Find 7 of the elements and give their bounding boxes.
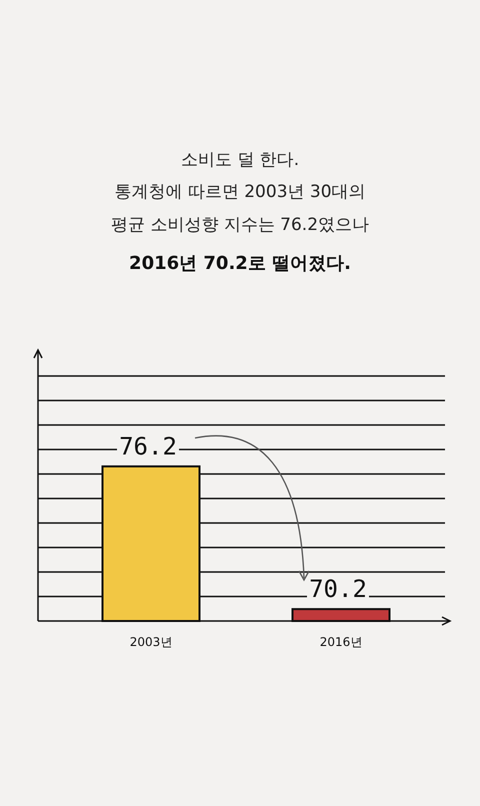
text: 2016년 70.2로 떨어졌다. [129,253,351,274]
chart-subtitle: 통계청에 따르면 2003년 30대의 평균 소비성향 지수는 76.2였으나 [110,182,370,235]
data-label: 70.2 [309,575,367,604]
chart-title: 소비도 덜 한다. [180,150,300,170]
data-label: 76.2 [119,432,177,460]
x-tick-label: 2016년 [320,635,362,649]
x-tick-label: 2003년 [130,635,172,649]
